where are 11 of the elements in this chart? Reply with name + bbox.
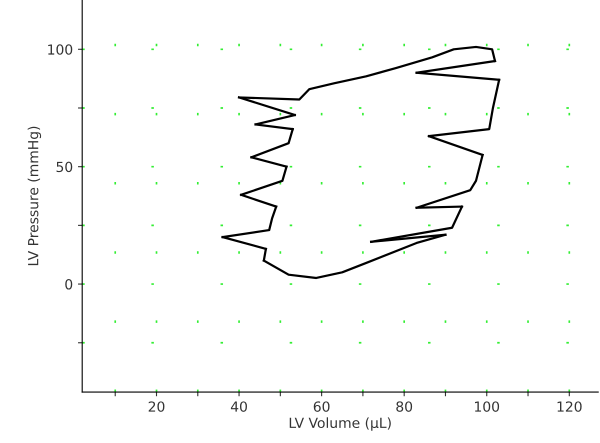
y-tick-label: 100 bbox=[48, 44, 72, 55]
x-tick-label: 100 bbox=[475, 401, 500, 412]
x-tick-label: 80 bbox=[396, 401, 412, 412]
x-axis-title: LV Volume (µL) bbox=[290, 417, 391, 431]
x-tick-label: 40 bbox=[230, 401, 247, 412]
x-tick-label: 120 bbox=[558, 401, 582, 412]
y-tick-label: 0 bbox=[65, 279, 72, 290]
x-tick-label: 60 bbox=[314, 401, 330, 412]
y-axis-title: LV Pressure (mmHg) bbox=[28, 126, 42, 266]
y-tick-label: 50 bbox=[56, 162, 72, 172]
x-tick-label: 20 bbox=[148, 401, 164, 412]
